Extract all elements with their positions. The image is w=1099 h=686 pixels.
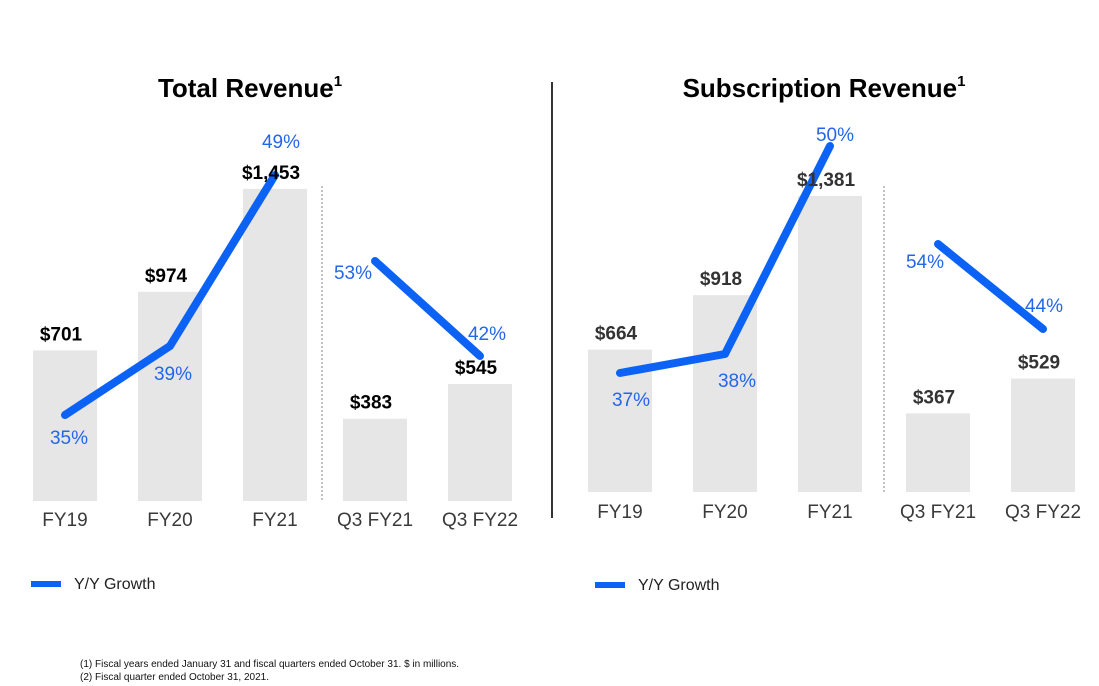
bar-value-label: $367	[913, 387, 955, 408]
bar-value-label: $529	[1018, 353, 1060, 374]
category-label: FY21	[807, 502, 852, 523]
chart-title: Total Revenue1	[158, 73, 342, 103]
footnote-1: (1) Fiscal years ended January 31 and fi…	[80, 659, 459, 670]
category-label: FY20	[147, 510, 192, 531]
category-label: Q3 FY21	[337, 510, 413, 531]
category-label: FY19	[597, 502, 642, 523]
chart-title: Subscription Revenue1	[683, 73, 966, 103]
footnote-2: (2) Fiscal quarter ended October 31, 202…	[80, 672, 269, 683]
bar-q3-fy21	[343, 418, 407, 501]
legend-label: Y/Y Growth	[638, 577, 720, 594]
bar-fy19	[33, 350, 97, 501]
growth-label: 42%	[468, 324, 506, 345]
category-label: FY21	[252, 510, 297, 531]
growth-label: 37%	[612, 390, 650, 411]
category-label: Q3 FY22	[442, 510, 518, 531]
bar-fy21	[243, 188, 307, 501]
category-label: Q3 FY21	[900, 502, 976, 523]
legend-label: Y/Y Growth	[74, 576, 156, 593]
bar-q3-fy21	[906, 413, 970, 492]
growth-label: 39%	[154, 364, 192, 385]
bar-fy20	[693, 295, 757, 492]
bar-value-label: $974	[145, 266, 188, 287]
total-revenue-chart: Total Revenue1 $701 FY19 $974 FY20 $1,453 FY2…	[33, 73, 518, 531]
growth-line-segment-2	[371, 257, 484, 360]
growth-label: 50%	[816, 125, 854, 146]
bar-q3-fy22	[448, 383, 512, 501]
bar-value-label: $1,381	[797, 170, 856, 191]
bar-value-label: $918	[700, 269, 742, 290]
bar-q3-fy22	[1011, 378, 1075, 492]
bar-value-label: $383	[350, 393, 392, 414]
bar-value-label: $545	[455, 358, 498, 379]
category-label: FY19	[42, 510, 87, 531]
growth-label: 38%	[718, 371, 756, 392]
bar-fy21	[798, 195, 862, 492]
legend-left: Y/Y Growth	[31, 576, 156, 593]
category-label: Q3 FY22	[1005, 502, 1081, 523]
bar-value-label: $664	[595, 324, 638, 345]
growth-label: 49%	[262, 132, 300, 153]
bar-value-label: $701	[40, 324, 83, 345]
growth-line-segment-1	[61, 171, 279, 419]
bar-fy20	[138, 291, 202, 501]
growth-label: 44%	[1025, 296, 1063, 317]
category-label: FY20	[702, 502, 747, 523]
bar-value-label: $1,453	[242, 163, 300, 184]
growth-label: 53%	[334, 263, 372, 284]
legend-right: Y/Y Growth	[595, 577, 720, 594]
growth-label: 35%	[50, 428, 88, 449]
growth-label: 54%	[906, 252, 944, 273]
growth-line-segment-2	[934, 240, 1047, 333]
growth-line-segment-1	[616, 142, 834, 377]
subscription-revenue-chart: Subscription Revenue1 $664 FY19 $918 FY20 $1…	[588, 73, 1081, 523]
